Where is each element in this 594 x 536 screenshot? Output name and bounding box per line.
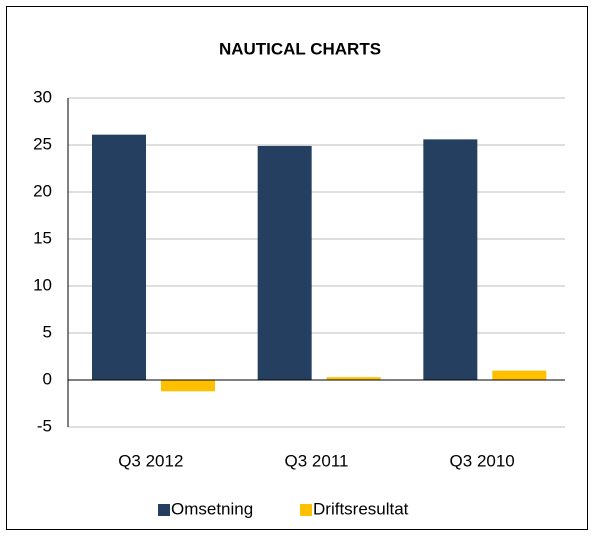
y-tick-label: 15 — [33, 228, 52, 247]
bar — [161, 380, 215, 392]
bar — [92, 134, 146, 380]
bar — [423, 139, 478, 380]
bar — [326, 377, 381, 380]
y-tick-label: -5 — [37, 416, 52, 435]
chart-title: NAUTICAL CHARTS — [219, 39, 381, 58]
bar — [492, 370, 547, 380]
x-tick-label: Q3 2010 — [450, 451, 515, 470]
legend-swatch — [300, 504, 312, 516]
y-tick-label: 25 — [33, 134, 52, 153]
legend-label: Omsetning — [171, 499, 253, 518]
y-tick-label: 30 — [33, 87, 52, 106]
y-tick-label: 0 — [43, 369, 52, 388]
x-tick-label: Q3 2011 — [285, 451, 349, 470]
legend-swatch — [158, 504, 170, 516]
bar — [257, 145, 312, 380]
y-tick-label: 5 — [43, 322, 52, 341]
x-tick-label: Q3 2012 — [118, 451, 183, 470]
y-tick-label: 20 — [33, 181, 52, 200]
legend-label: Driftsresultat — [313, 499, 409, 518]
y-tick-label: 10 — [33, 275, 52, 294]
